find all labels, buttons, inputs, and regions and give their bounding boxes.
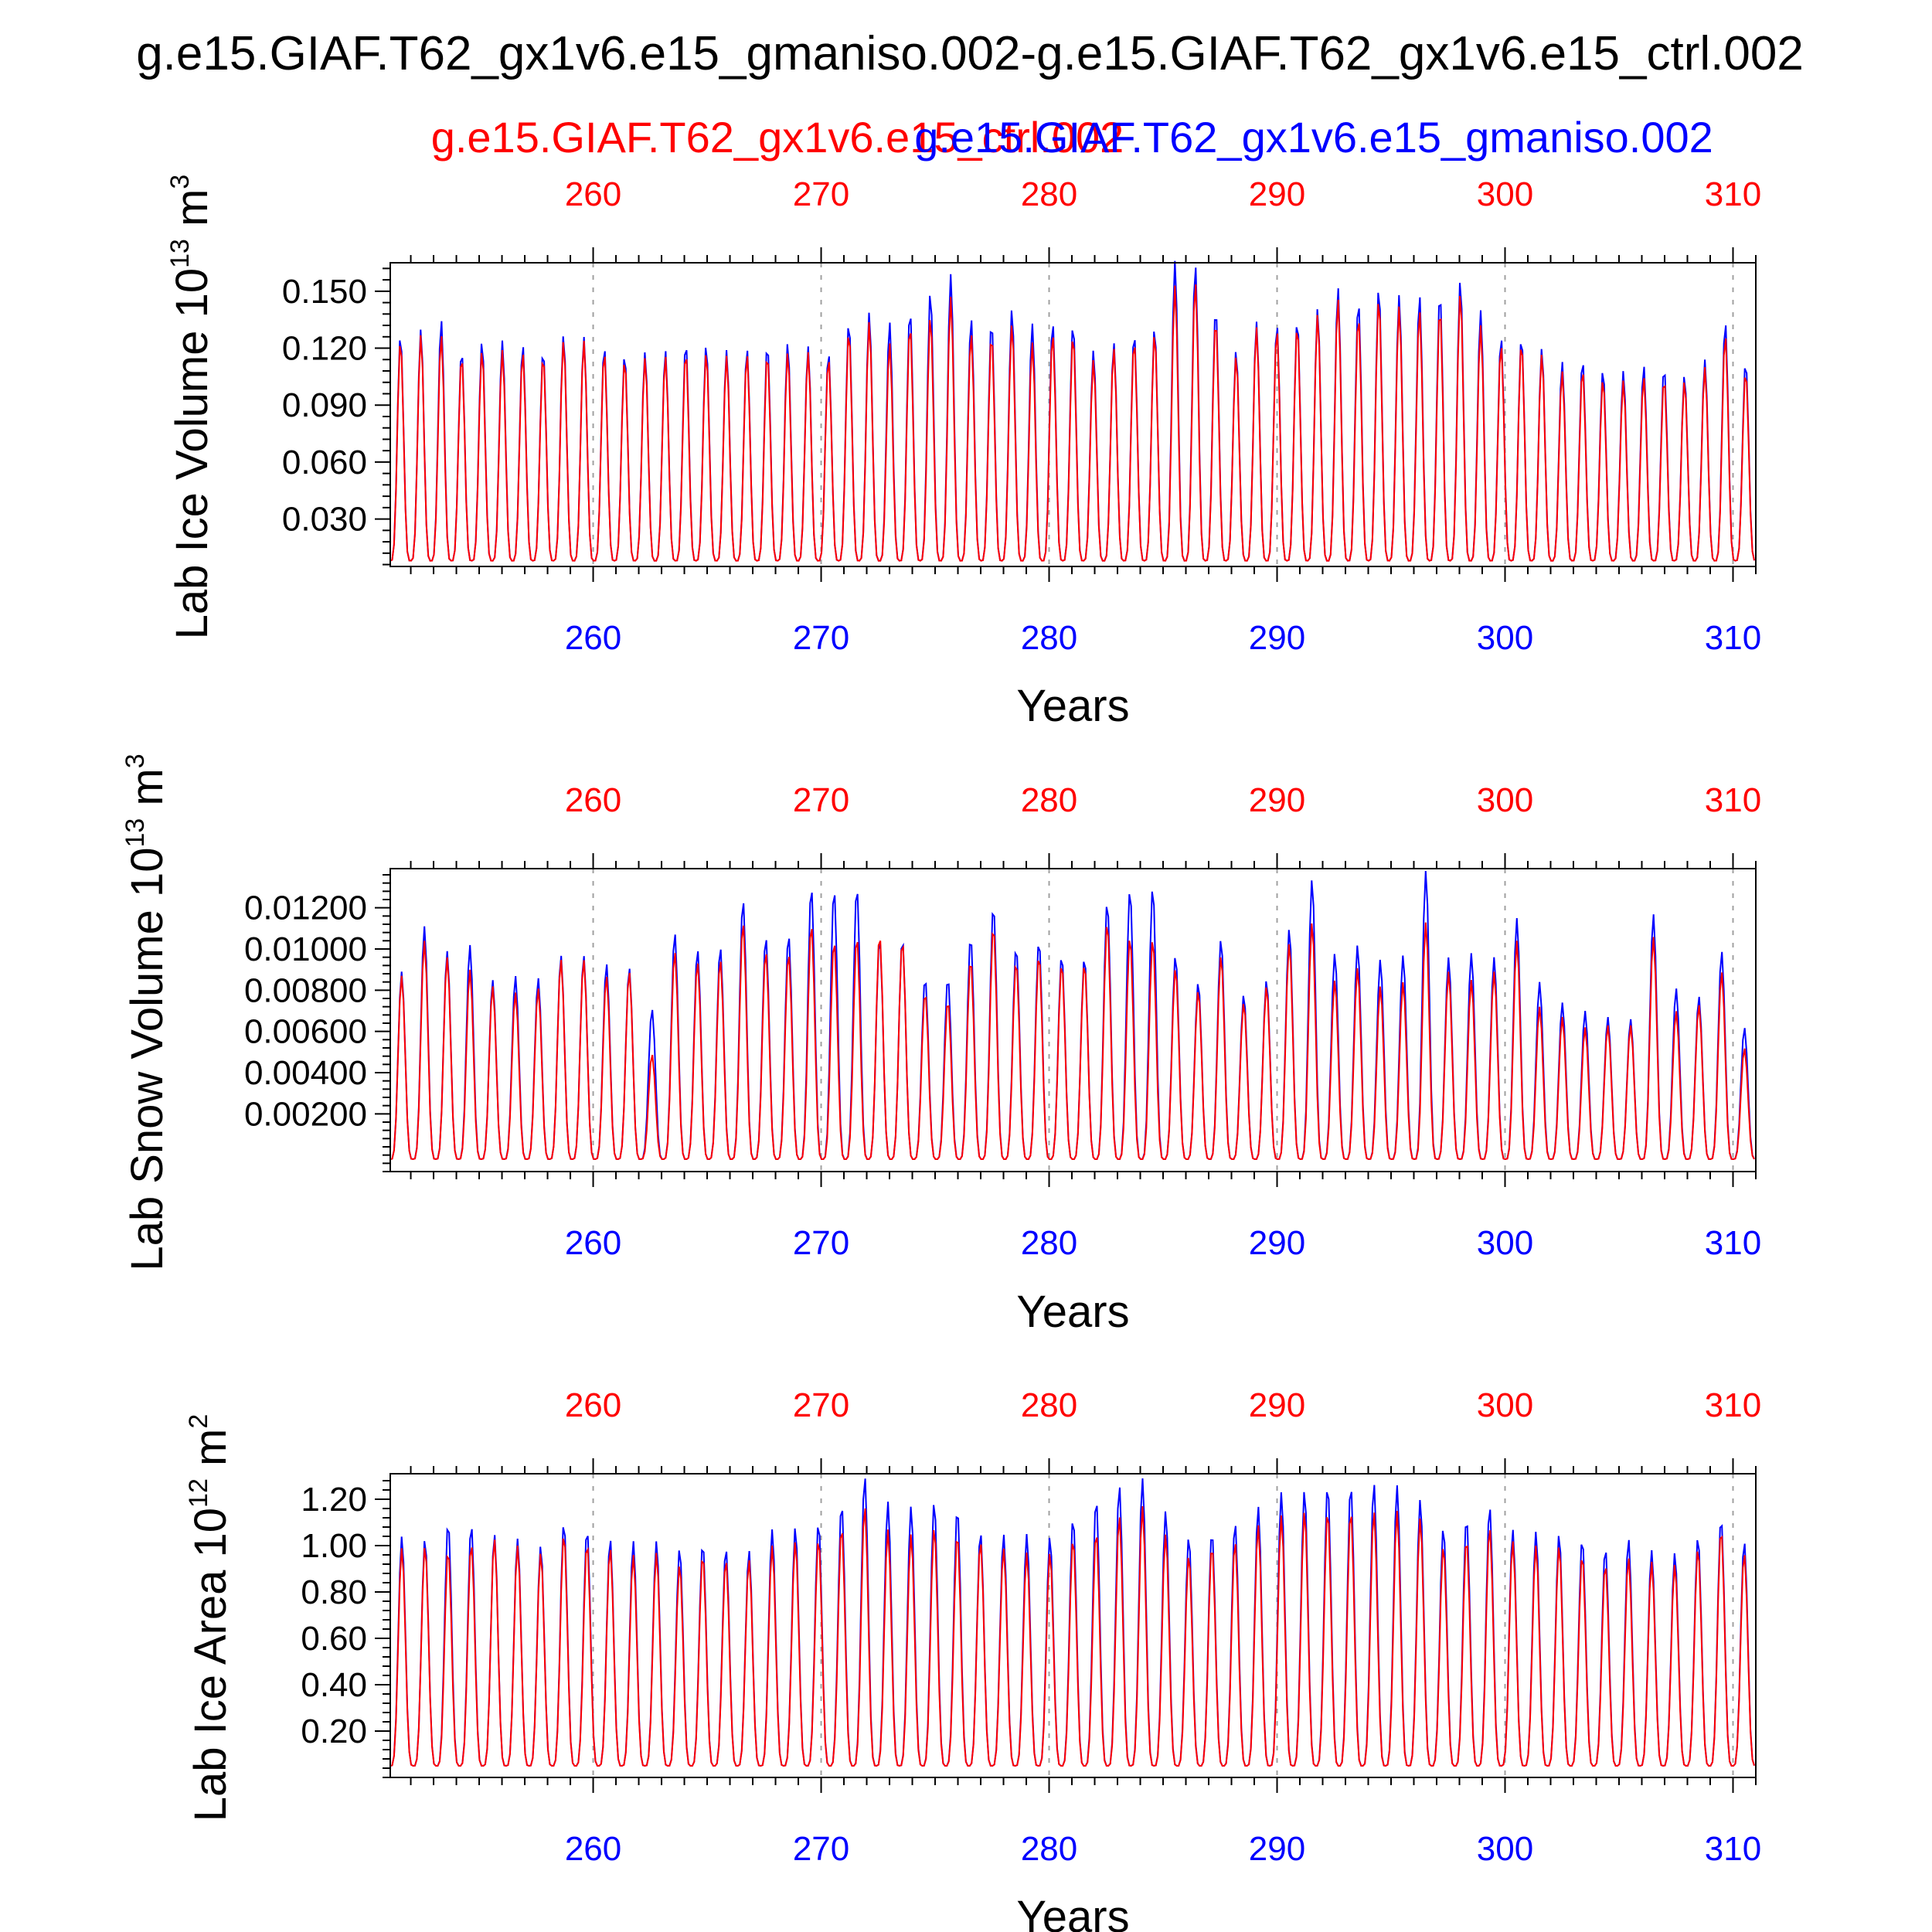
x-axis-label: Years	[1016, 1892, 1129, 1932]
y-tick-label: 0.80	[301, 1573, 367, 1611]
x-tick-label-bottom: 280	[1021, 1224, 1077, 1262]
y-tick-label: 0.20	[301, 1713, 367, 1750]
y-axis-label-text: Lab Ice Volume 10	[167, 268, 217, 639]
y-axis-unit-exponent: 3	[165, 175, 195, 189]
chart-title: g.e15.GIAF.T62_gx1v6.e15_gmaniso.002-g.e…	[136, 27, 1804, 80]
y-tick-label: 0.00600	[244, 1013, 367, 1051]
x-tick-label-top: 280	[1021, 1386, 1077, 1424]
y-tick-label: 0.030	[282, 501, 367, 539]
series-line-ctrl	[389, 284, 1755, 562]
y-axis-unit-exponent: 12	[184, 1478, 213, 1508]
series-line-gmaniso	[389, 260, 1755, 562]
x-axis-label: Years	[1016, 681, 1129, 731]
panel-3: 260 260 270 270 280 280 290 290 300 300 310 310 0.20…	[184, 1386, 1761, 1932]
x-tick-label-top: 290	[1249, 175, 1305, 213]
x-tick-label-bottom: 300	[1477, 1224, 1533, 1262]
x-tick-label-bottom: 290	[1249, 619, 1305, 657]
y-tick-label: 0.01000	[244, 930, 367, 968]
y-tick-label: 0.00800	[244, 971, 367, 1009]
y-tick-label: 1.00	[301, 1527, 367, 1565]
x-tick-label-bottom: 310	[1705, 1830, 1761, 1868]
x-tick-label-bottom: 310	[1705, 619, 1761, 657]
x-tick-label-bottom: 290	[1249, 1224, 1305, 1262]
x-tick-label-top: 270	[793, 1386, 849, 1424]
y-tick-label: 0.01200	[244, 889, 367, 927]
x-tick-label-bottom: 280	[1021, 619, 1077, 657]
x-tick-label-top: 260	[565, 781, 621, 819]
x-tick-label-top: 310	[1705, 175, 1761, 213]
y-axis-label-text: Lab Snow Volume 10	[122, 848, 172, 1271]
y-axis-label-text: m	[185, 1429, 236, 1478]
x-tick-label-bottom: 280	[1021, 1830, 1077, 1868]
y-axis-label-text: m	[167, 189, 217, 239]
series-line-ctrl	[389, 922, 1755, 1161]
panel-2: 260 260 270 270 280 280 290 290 300 300 310 310 0.00…	[121, 753, 1761, 1337]
x-tick-label-bottom: 270	[793, 619, 849, 657]
x-tick-label-bottom: 260	[565, 1830, 621, 1868]
y-axis-label: Lab Snow Volume 1013 m3	[121, 753, 172, 1270]
chart-panels: 260 260 270 270 280 280 290 290 300 300 310 310 0.03…	[121, 175, 1761, 1932]
x-tick-label-bottom: 310	[1705, 1224, 1761, 1262]
series-line-ctrl	[389, 1506, 1755, 1767]
y-tick-label: 0.150	[282, 273, 367, 311]
x-tick-label-top: 280	[1021, 781, 1077, 819]
y-axis-label-text: Lab Ice Area 10	[185, 1508, 236, 1821]
y-tick-label: 1.20	[301, 1481, 367, 1519]
x-tick-label-top: 310	[1705, 781, 1761, 819]
y-tick-label: 0.060	[282, 444, 367, 481]
x-tick-label-bottom: 300	[1477, 619, 1533, 657]
x-tick-label-top: 260	[565, 1386, 621, 1424]
y-tick-label: 0.120	[282, 330, 367, 368]
x-axis-label: Years	[1016, 1287, 1129, 1337]
x-tick-label-top: 300	[1477, 781, 1533, 819]
x-tick-label-top: 300	[1477, 1386, 1533, 1424]
x-tick-label-top: 270	[793, 175, 849, 213]
x-tick-label-top: 280	[1021, 175, 1077, 213]
x-tick-label-top: 260	[565, 175, 621, 213]
y-axis-unit-exponent: 2	[184, 1414, 213, 1429]
legend-gmaniso-label: g.e15.GIAF.T62_gx1v6.e15_gmaniso.002	[914, 113, 1713, 162]
plot-frame	[389, 1473, 1757, 1778]
x-tick-label-bottom: 260	[565, 1224, 621, 1262]
y-axis-label: Lab Ice Volume 1013 m3	[165, 175, 217, 640]
legend-ctrl-label: g.e15.GIAF.T62_gx1v6.e15_ctrl.002	[431, 113, 1124, 162]
plot-frame	[389, 868, 1757, 1172]
x-tick-label-top: 310	[1705, 1386, 1761, 1424]
x-tick-label-top: 270	[793, 781, 849, 819]
x-tick-label-bottom: 290	[1249, 1830, 1305, 1868]
y-tick-label: 0.40	[301, 1666, 367, 1704]
y-tick-label: 0.00400	[244, 1054, 367, 1092]
y-tick-label: 0.090	[282, 386, 367, 424]
y-axis-label: Lab Ice Area 1012 m2	[184, 1414, 236, 1822]
y-axis-unit-exponent: 13	[121, 818, 150, 848]
series-line-gmaniso	[389, 871, 1755, 1161]
panel-1: 260 260 270 270 280 280 290 290 300 300 310 310 0.03…	[165, 175, 1761, 731]
y-axis-label-text: m	[122, 768, 172, 818]
x-tick-label-bottom: 260	[565, 619, 621, 657]
series-line-gmaniso	[389, 1478, 1755, 1767]
x-tick-label-bottom: 270	[793, 1830, 849, 1868]
x-tick-label-bottom: 270	[793, 1224, 849, 1262]
x-tick-label-top: 290	[1249, 781, 1305, 819]
plot-frame	[389, 262, 1757, 567]
x-tick-label-top: 300	[1477, 175, 1533, 213]
y-tick-label: 0.00200	[244, 1095, 367, 1133]
y-axis-unit-exponent: 13	[165, 239, 195, 268]
y-tick-label: 0.60	[301, 1620, 367, 1658]
y-axis-unit-exponent: 3	[121, 753, 150, 768]
x-tick-label-top: 290	[1249, 1386, 1305, 1424]
x-tick-label-bottom: 300	[1477, 1830, 1533, 1868]
